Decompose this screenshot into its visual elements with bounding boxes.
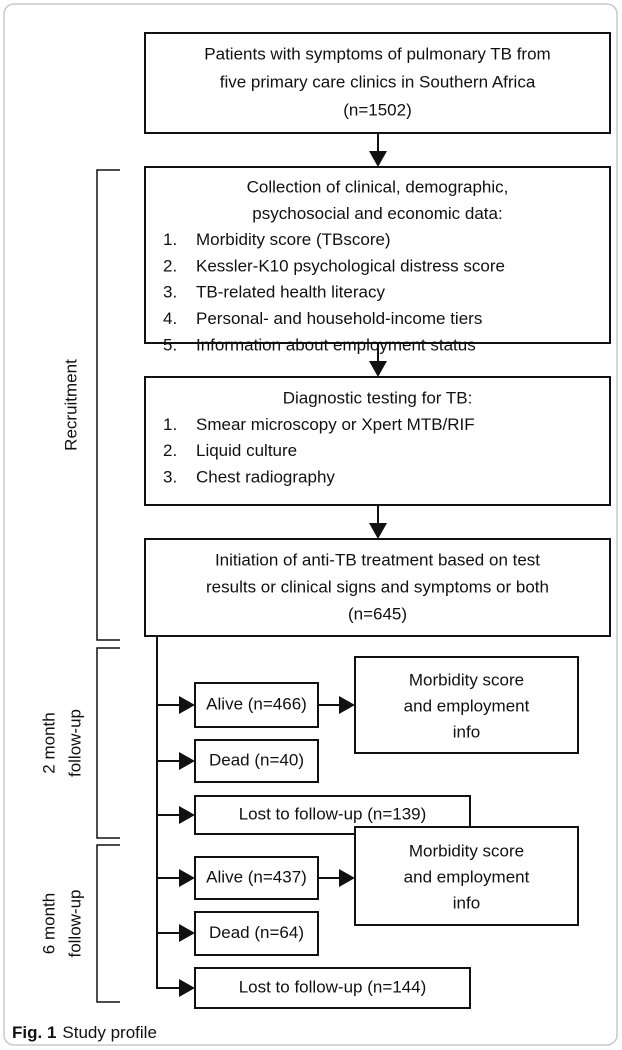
frame <box>3 3 618 1046</box>
item-number: 4. <box>163 309 177 328</box>
arrowhead <box>179 979 195 997</box>
arrowhead <box>179 696 195 714</box>
arrowhead <box>369 361 387 377</box>
box <box>144 538 611 637</box>
item-number: 2. <box>163 256 177 275</box>
box-text: (n=1502) <box>343 100 412 119</box>
item-number: 2. <box>163 441 177 460</box>
arrowhead <box>179 924 195 942</box>
box <box>354 826 579 926</box>
box <box>144 376 611 506</box>
item-number: 1. <box>163 230 177 249</box>
box-text: Diagnostic testing for TB: <box>283 388 473 407</box>
item-number: 3. <box>163 467 177 486</box>
phase-label: follow-up <box>65 889 84 957</box>
box-text: Alive (n=437) <box>206 867 307 886</box>
arrowhead <box>179 752 195 770</box>
item-text: Smear microscopy or Xpert MTB/RIF <box>196 415 475 434</box>
phase-label: Recruitment <box>61 359 80 451</box>
arrowhead <box>369 151 387 167</box>
phase-label: 6 month <box>39 893 58 954</box>
caption-label: Fig. 1 <box>12 1023 56 1042</box>
item-text: Kessler-K10 psychological distress score <box>196 256 505 275</box>
box-text: Initiation of anti-TB treatment based on… <box>215 550 540 569</box>
box-text: five primary care clinics in Southern Af… <box>220 72 536 91</box>
item-text: Liquid culture <box>196 441 297 460</box>
box-text: info <box>453 722 480 741</box>
item-number: 5. <box>163 335 177 354</box>
phase-label: follow-up <box>65 709 84 777</box>
item-text: Chest radiography <box>196 467 335 486</box>
item-number: 1. <box>163 415 177 434</box>
box-text: Lost to follow-up (n=144) <box>239 977 427 996</box>
caption-text: Study profile <box>62 1023 157 1042</box>
arrowhead <box>179 806 195 824</box>
box <box>194 911 319 956</box>
box-text: Morbidity score <box>409 670 524 689</box>
box-text: info <box>453 893 480 912</box>
bracket <box>96 647 120 839</box>
box <box>194 856 319 900</box>
box <box>144 166 611 344</box>
item-text: Information about employment status <box>196 335 476 354</box>
box-text: and employment <box>404 696 530 715</box>
bracket <box>96 844 120 1003</box>
box-text: Dead (n=64) <box>209 923 304 942</box>
box-text: psychosocial and economic data: <box>252 204 502 223</box>
phase-label: 2 month <box>39 712 58 773</box>
box-text: Alive (n=466) <box>206 694 307 713</box>
item-text: Morbidity score (TBscore) <box>196 230 391 249</box>
item-text: TB-related health literacy <box>196 283 385 302</box>
box-text: and employment <box>404 867 530 886</box>
box-text: (n=645) <box>348 604 407 623</box>
box-text: Collection of clinical, demographic, <box>247 177 509 196</box>
box-text: Patients with symptoms of pulmonary TB f… <box>204 44 550 63</box>
box <box>194 967 471 1009</box>
arrowhead <box>339 696 355 714</box>
bracket <box>96 169 120 641</box>
box-text: Lost to follow-up (n=139) <box>239 804 427 823</box>
box-text: results or clinical signs and symptoms o… <box>206 577 549 596</box>
caption: Fig. 1 Study profile <box>12 1023 157 1042</box>
box-text: Morbidity score <box>409 841 524 860</box>
box-text: Dead (n=40) <box>209 750 304 769</box>
arrowhead <box>179 869 195 887</box>
item-text: Personal- and household-income tiers <box>196 309 482 328</box>
arrowhead <box>369 523 387 539</box>
item-number: 3. <box>163 283 177 302</box>
arrowhead <box>339 869 355 887</box>
